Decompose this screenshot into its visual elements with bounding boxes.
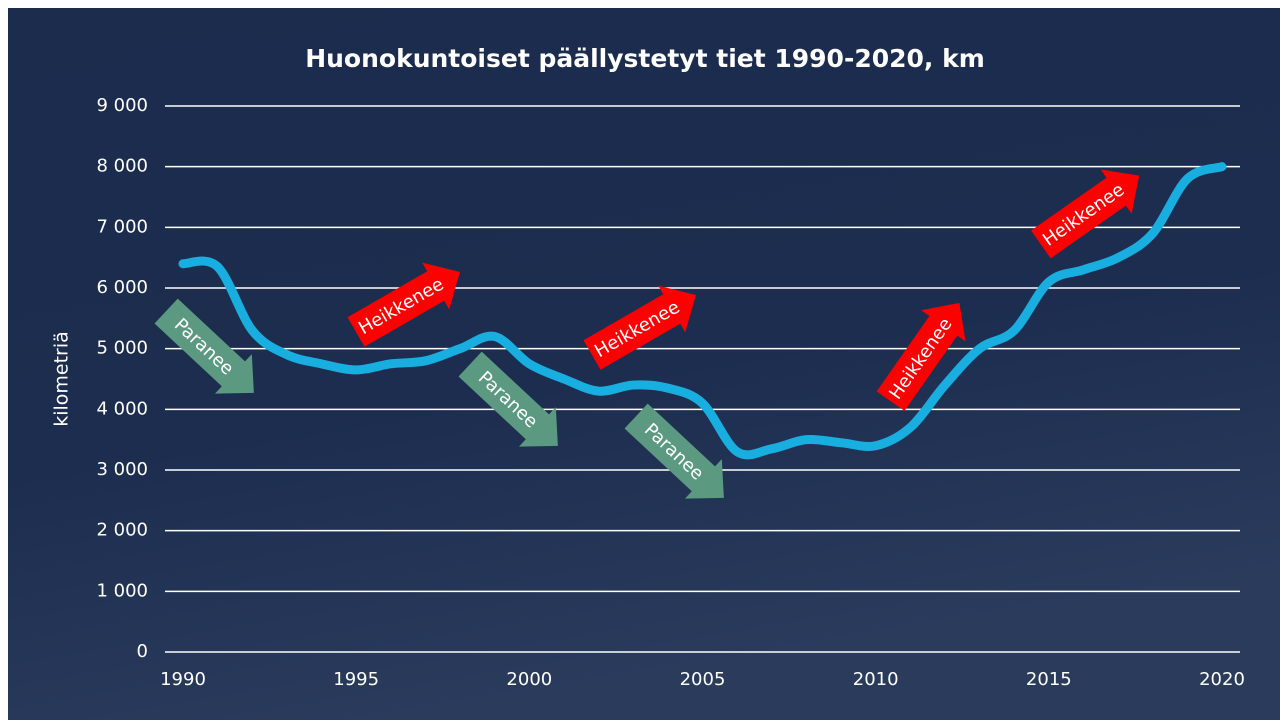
x-tick-label: 1990: [160, 669, 206, 690]
y-tick-label: 3 000: [96, 459, 148, 480]
x-tick-label: 2010: [853, 669, 899, 690]
arrow-shape: [876, 302, 966, 411]
y-tick-label: 8 000: [96, 156, 148, 177]
y-tick-label: 4 000: [96, 398, 148, 419]
y-tick-label: 7 000: [96, 216, 148, 237]
arrow-shape: [583, 285, 696, 370]
annotation-arrow: Paranee: [154, 298, 254, 394]
y-tick-label: 0: [137, 641, 148, 662]
arrow-shape: [347, 262, 460, 347]
x-tick-label: 2015: [1026, 669, 1072, 690]
arrow-shape: [154, 298, 254, 394]
y-tick-label: 6 000: [96, 277, 148, 298]
x-tick-label: 2005: [680, 669, 726, 690]
arrow-shape: [458, 351, 558, 447]
y-tick-label: 9 000: [96, 95, 148, 116]
data-line: [178, 162, 1227, 460]
chart-title: Huonokuntoiset päällystetyt tiet 1990-20…: [305, 44, 985, 73]
x-tick-label: 1995: [333, 669, 379, 690]
y-tick-label: 5 000: [96, 338, 148, 359]
y-tick-label: 2 000: [96, 520, 148, 541]
arrow-shape: [1031, 169, 1140, 259]
y-axis-label: kilometriä: [51, 331, 73, 427]
arrow-shape: [624, 403, 724, 499]
x-tick-label: 2000: [506, 669, 552, 690]
y-tick-label: 1 000: [96, 580, 148, 601]
x-tick-label: 2020: [1199, 669, 1245, 690]
